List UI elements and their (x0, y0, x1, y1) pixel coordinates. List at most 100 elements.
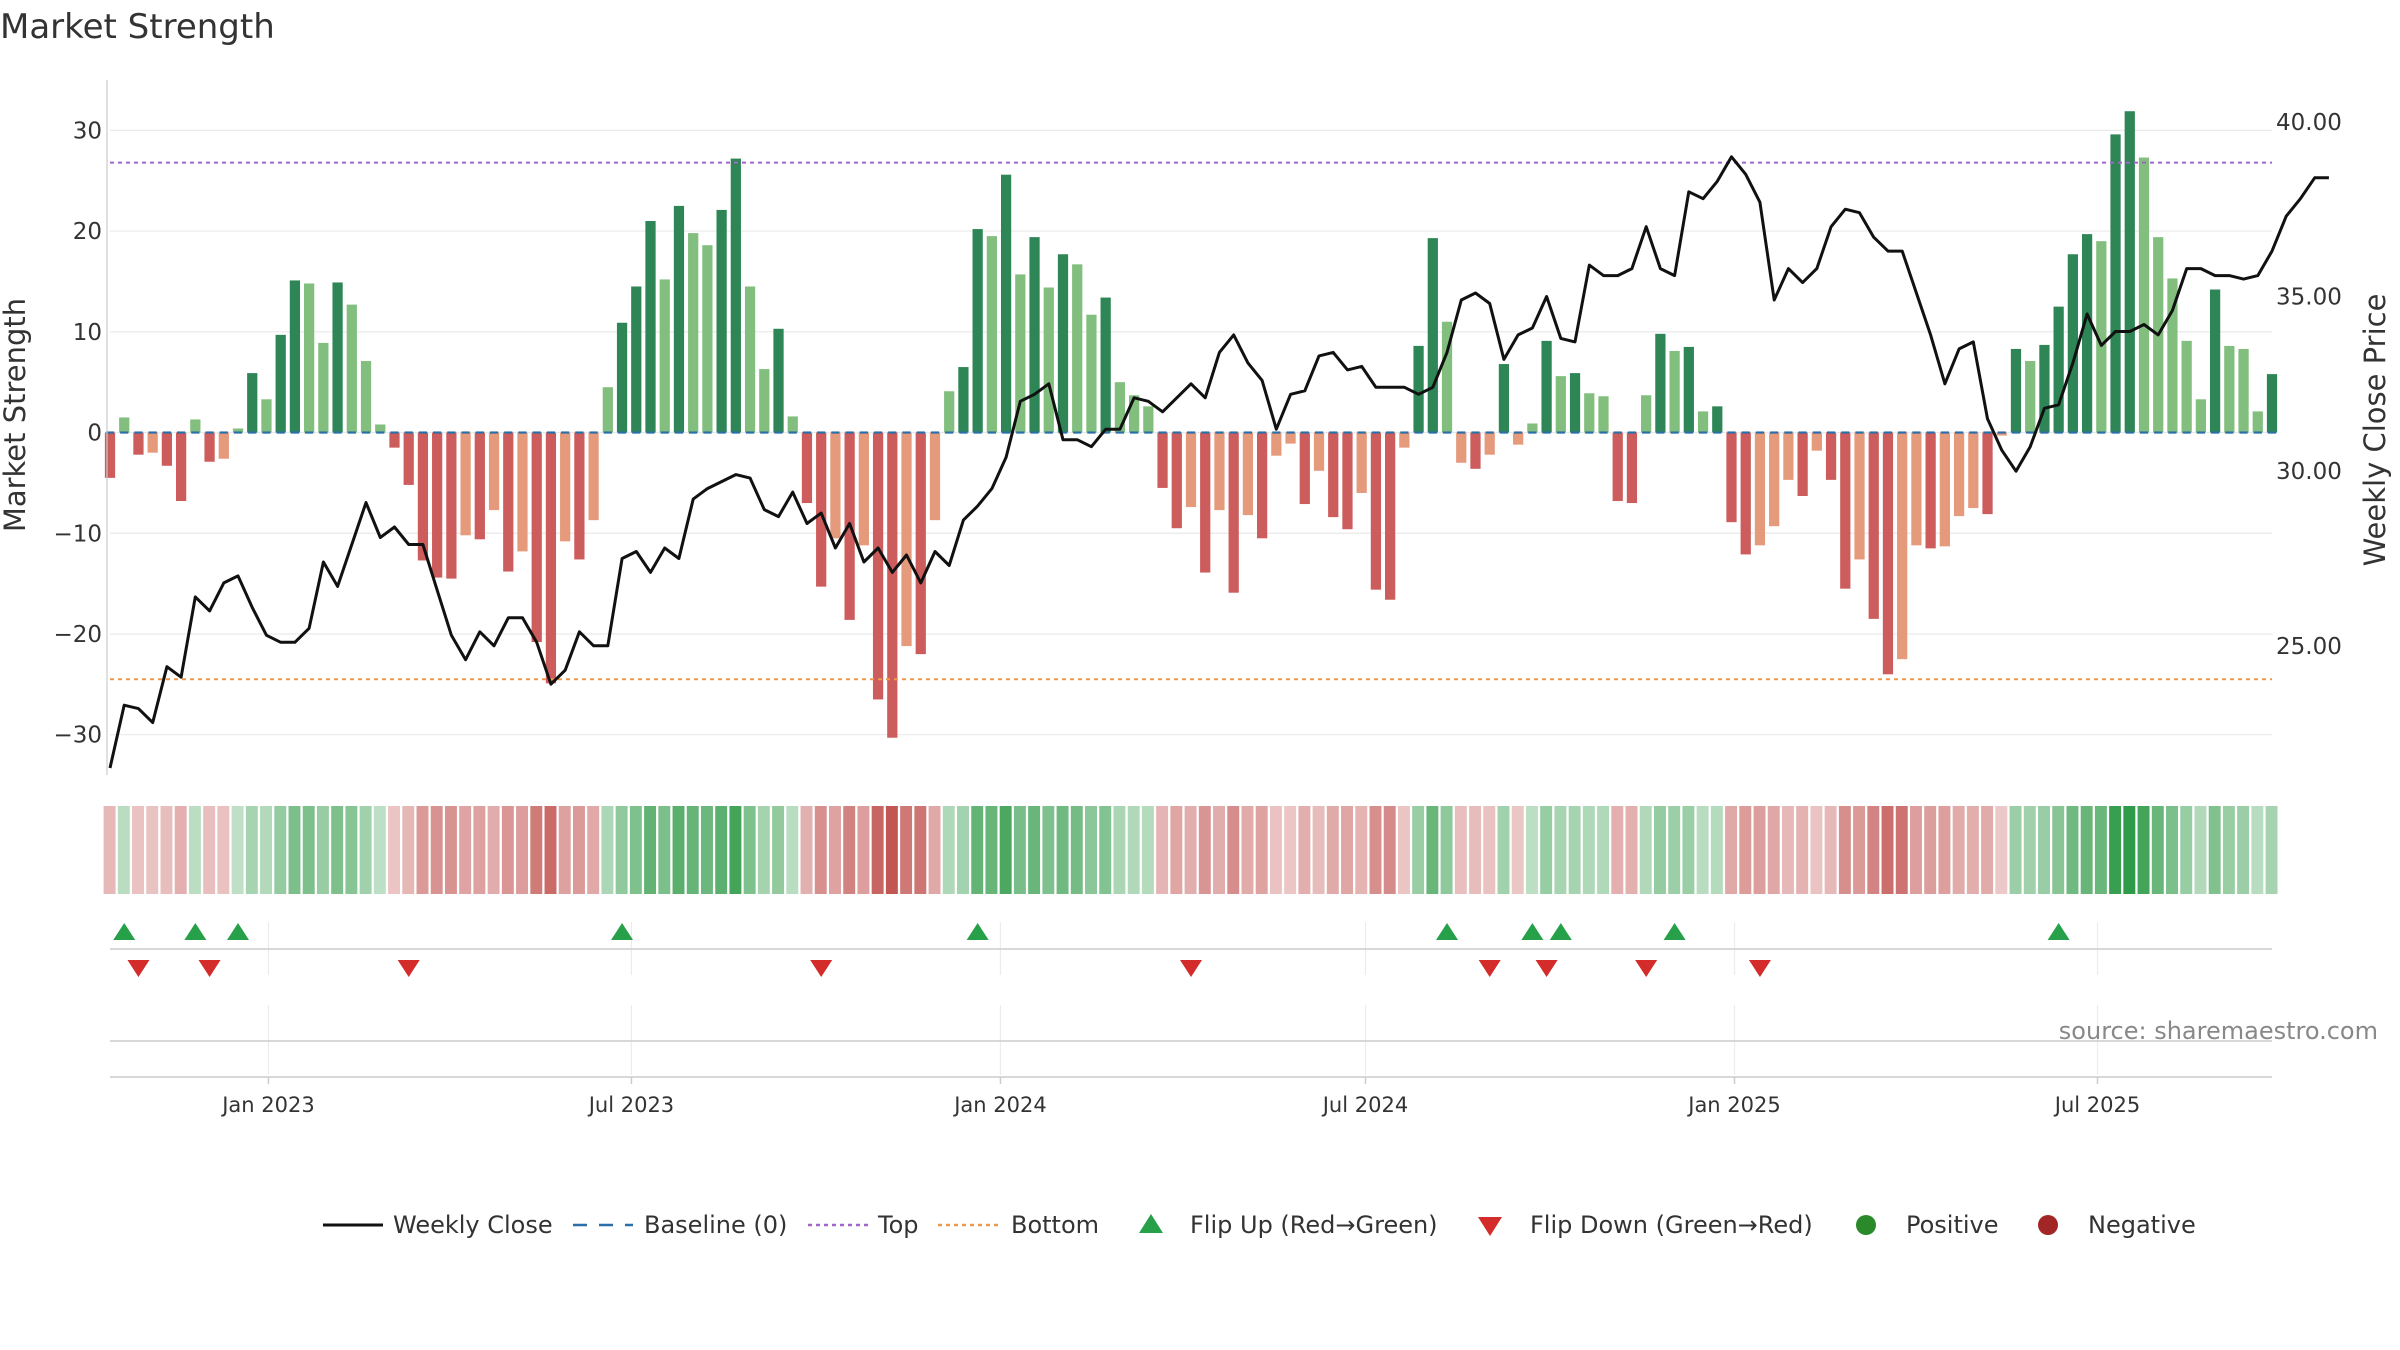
heat-cell-119 (1796, 806, 1809, 894)
heat-cell-9 (231, 806, 244, 894)
heat-cell-102 (1554, 806, 1567, 894)
strength-heat-strip (103, 806, 2278, 894)
strength-bar-34 (588, 432, 599, 521)
strength-bar-47 (773, 328, 784, 433)
strength-bar-115 (1740, 432, 1751, 555)
y2-tick-label-1: 35.00 (2276, 285, 2342, 311)
strength-bar-135 (2025, 361, 2036, 433)
weekly-close-line (108, 155, 2329, 769)
heat-cell-53 (857, 806, 870, 894)
strength-bar-142 (2124, 111, 2135, 433)
strength-bar-10 (247, 373, 258, 433)
heat-cell-99 (1511, 806, 1524, 894)
heat-cell-40 (672, 806, 685, 894)
heat-cell-26 (473, 806, 486, 894)
heat-cell-151 (2251, 806, 2264, 894)
heat-cell-21 (402, 806, 415, 894)
strength-bar-124 (1868, 432, 1879, 619)
heat-cell-74 (1156, 806, 1169, 894)
strength-bar-49 (801, 432, 813, 504)
heat-cell-10 (245, 806, 258, 894)
strength-bar-127 (1911, 432, 1922, 546)
strength-bar-145 (2167, 278, 2178, 433)
strength-bar-21 (403, 432, 414, 485)
heat-cell-104 (1582, 806, 1595, 894)
heat-cell-14 (302, 806, 315, 894)
heat-cell-66 (1042, 806, 1055, 894)
strength-bar-93 (1427, 238, 1438, 433)
heat-cell-2 (132, 806, 144, 894)
strength-bar-84 (1299, 432, 1310, 505)
strength-bar-94 (1441, 321, 1453, 433)
flip-markers-panel (110, 923, 2272, 977)
heat-cell-77 (1198, 806, 1211, 894)
heat-cell-97 (1483, 806, 1496, 894)
strength-bar-71 (1114, 382, 1126, 433)
heat-cell-20 (388, 806, 401, 894)
strength-bar-102 (1555, 376, 1566, 433)
strength-bar-59 (944, 391, 955, 433)
heat-cell-108 (1639, 806, 1652, 894)
strength-bar-66 (1043, 287, 1054, 433)
heat-cell-60 (957, 806, 969, 894)
heat-cell-132 (1981, 806, 1994, 894)
strength-bar-30 (531, 432, 542, 643)
heat-cell-126 (1895, 806, 1908, 894)
strength-bar-85 (1313, 432, 1325, 471)
strength-bar-122 (1840, 432, 1851, 589)
heat-cell-68 (1070, 806, 1083, 894)
heat-cell-3 (146, 806, 159, 894)
strength-bar-128 (1925, 432, 1936, 549)
heat-cell-101 (1540, 806, 1553, 894)
heat-cell-90 (1383, 806, 1396, 894)
heat-cell-111 (1682, 806, 1695, 894)
strength-bar-151 (2252, 411, 2263, 433)
heat-cell-149 (2222, 806, 2235, 894)
strength-bar-109 (1655, 333, 1666, 433)
heat-cell-79 (1227, 806, 1240, 894)
strength-bar-125 (1882, 432, 1894, 675)
strength-bar-82 (1271, 432, 1282, 456)
chart-title: Market Strength (0, 7, 275, 47)
strength-bar-60 (958, 367, 969, 433)
flip-down-marker-5 (1478, 960, 1501, 977)
heat-cell-98 (1497, 806, 1510, 894)
heat-cell-15 (316, 806, 329, 894)
strength-bar-43 (716, 209, 727, 433)
heat-cell-23 (430, 806, 443, 894)
flip-up-marker-6 (1521, 923, 1544, 940)
heat-cell-57 (914, 806, 927, 894)
flip-up-marker-3 (611, 923, 634, 940)
strength-bar-18 (360, 361, 372, 433)
heat-cell-137 (2052, 806, 2065, 894)
x-tick-label-0: Jan 2023 (220, 1093, 315, 1117)
strength-bar-8 (218, 432, 229, 459)
legend-label-flip-up: Flip Up (Red→Green) (1190, 1211, 1438, 1239)
strength-bar-110 (1669, 350, 1680, 433)
heat-cell-6 (188, 806, 201, 894)
strength-bar-132 (1982, 432, 1993, 515)
strength-bar-20 (389, 432, 400, 448)
strength-bar-130 (1953, 432, 1965, 517)
y-tick-label-4: −10 (53, 521, 102, 547)
strength-bar-96 (1470, 432, 1481, 469)
heat-cell-35 (601, 806, 614, 894)
heat-cell-80 (1241, 806, 1254, 894)
legend-label-flip-down: Flip Down (Green→Red) (1530, 1211, 1813, 1239)
strength-bar-16 (332, 282, 343, 433)
strength-bar-147 (2195, 399, 2207, 433)
heat-cell-1 (117, 806, 130, 894)
heat-cell-44 (729, 806, 742, 894)
heat-cell-107 (1625, 806, 1638, 894)
legend-label-weekly-close: Weekly Close (393, 1211, 553, 1239)
heat-cell-106 (1611, 806, 1624, 894)
strength-bar-89 (1370, 432, 1382, 590)
legend-swatch-flip-down (1478, 1217, 1502, 1236)
strength-bar-28 (503, 432, 514, 572)
heat-cell-25 (459, 806, 472, 894)
heat-cell-145 (2166, 806, 2178, 894)
heat-cell-46 (757, 806, 770, 894)
heat-cell-31 (544, 806, 557, 894)
heat-cell-72 (1127, 806, 1140, 894)
strength-bar-113 (1712, 406, 1723, 433)
